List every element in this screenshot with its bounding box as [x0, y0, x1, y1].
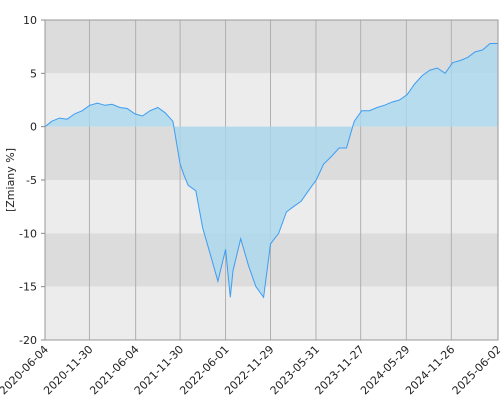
area	[45, 43, 498, 298]
y-tick-label: -5	[26, 174, 37, 187]
y-tick-label: 5	[30, 67, 37, 80]
y-axis-label: [Zmiany %]	[4, 148, 17, 212]
y-tick-label: -10	[19, 227, 37, 240]
y-tick-label: 10	[23, 14, 37, 27]
line	[44, 43, 498, 299]
plot-frame	[44, 19, 499, 341]
band	[45, 286, 498, 340]
x-tick-label: 2025-06-02	[450, 343, 500, 397]
y-tick-label: 0	[30, 121, 37, 134]
y-tick-label: -20	[19, 334, 37, 347]
y-tick-label: -15	[19, 281, 37, 294]
band	[45, 20, 498, 74]
